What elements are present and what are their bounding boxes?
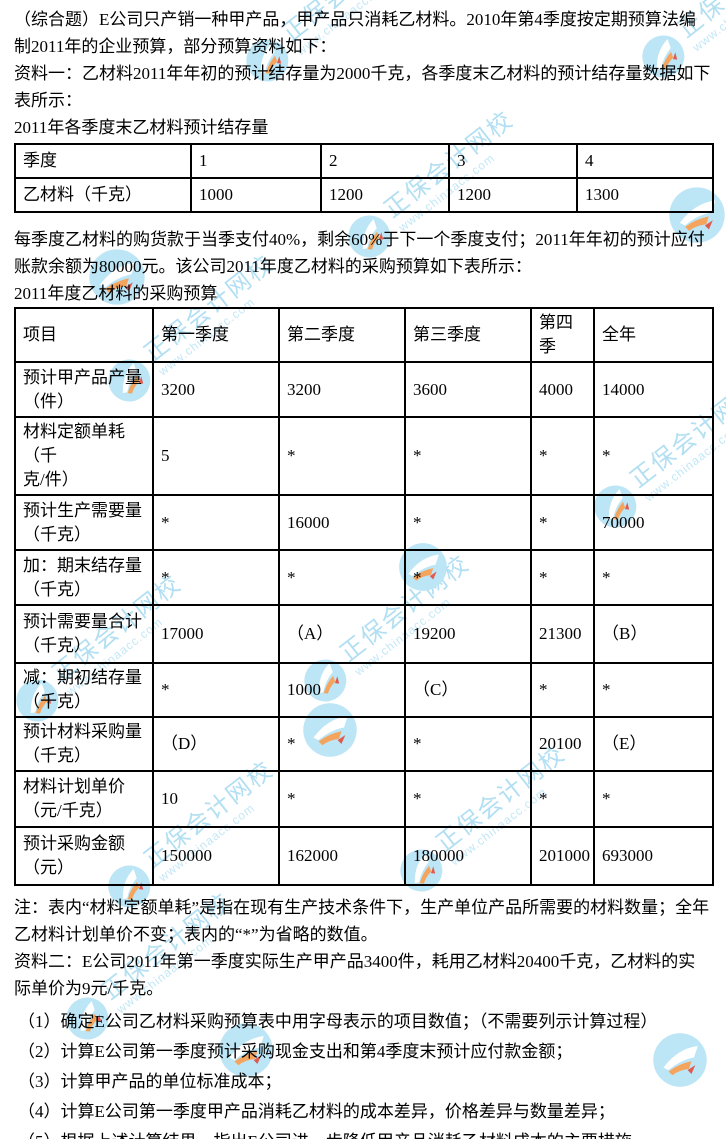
cell: * — [530, 416, 595, 496]
cell: * — [530, 770, 595, 828]
cell: 21300 — [530, 604, 595, 664]
cell: * — [593, 416, 714, 496]
cell: 180000 — [404, 826, 532, 886]
cell: 19200 — [404, 604, 532, 664]
cell: 70000 — [593, 494, 714, 551]
cell: 3600 — [404, 361, 532, 418]
inventory-row-label: 乙材料（千克） — [14, 177, 192, 213]
row-label: 材料计划单价 （元/千克） — [14, 770, 154, 828]
cell: 201000 — [530, 826, 595, 886]
cell: 3200 — [152, 361, 280, 418]
row-label: 预计甲产品产量 （件） — [14, 361, 154, 418]
intro-paragraph: （综合题）E公司只产销一种甲产品，甲产品只消耗乙材料。2010年第4季度按定期预… — [14, 10, 696, 56]
cell: 5 — [152, 416, 280, 496]
material-one-paragraph: 资料一：乙材料2011年年初的预计结存量为2000千克，各季度末乙材料的预计结存… — [14, 64, 711, 110]
row-label: 预计材料采购量 （千克） — [14, 716, 154, 772]
question-5: （5）根据上述计算结果，指出E公司进一步降低甲产品消耗乙材料成本的主要措施。 — [14, 1128, 712, 1139]
table-row: 乙材料（千克） 1000 1200 1200 1300 — [14, 177, 714, 213]
cell: 14000 — [593, 361, 714, 418]
table-row: 加：期末结存量 （千克） * * * * * — [14, 549, 714, 606]
budget-header-q1: 第一季度 — [152, 307, 280, 363]
row-label: 减：期初结存量 （千克） — [14, 662, 154, 718]
cell: 3200 — [278, 361, 406, 418]
cell: 16000 — [278, 494, 406, 551]
cell: （D） — [152, 716, 280, 772]
cell: 17000 — [152, 604, 280, 664]
cell: * — [530, 662, 595, 718]
inventory-header-q3: 3 — [448, 143, 578, 179]
cell: * — [593, 662, 714, 718]
cell: 4000 — [530, 361, 595, 418]
material-two-paragraph: 资料二：E公司2011年第一季度实际生产甲产品3400件，耗用乙材料20400千… — [14, 952, 696, 998]
cell: * — [278, 770, 406, 828]
cell: 1000 — [278, 662, 406, 718]
purchase-budget-table: 项目 第一季度 第二季度 第三季度 第四季 全年 预计甲产品产量 （件） 320… — [14, 307, 714, 886]
inventory-header-q2: 2 — [320, 143, 450, 179]
cell: * — [404, 494, 532, 551]
table-header-row: 项目 第一季度 第二季度 第三季度 第四季 全年 — [14, 307, 714, 363]
inventory-value-q3: 1200 — [448, 177, 578, 213]
cell: * — [152, 662, 280, 718]
cell: * — [404, 549, 532, 606]
table-row: 预计采购金额 （元） 150000 162000 180000 201000 6… — [14, 826, 714, 886]
row-label: 预计采购金额 （元） — [14, 826, 154, 886]
inventory-table-title: 2011年各季度末乙材料预计结存量 — [14, 118, 269, 137]
row-label: 加：期末结存量 （千克） — [14, 549, 154, 606]
table-row: 预计甲产品产量 （件） 3200 3200 3600 4000 14000 — [14, 361, 714, 418]
inventory-header-q4: 4 — [576, 143, 714, 179]
budget-header-q3: 第三季度 — [404, 307, 532, 363]
budget-header-q4: 第四季 — [530, 307, 595, 363]
cell: 10 — [152, 770, 280, 828]
budget-header-q2: 第二季度 — [278, 307, 406, 363]
cell: （A） — [278, 604, 406, 664]
table-row: 减：期初结存量 （千克） * 1000 （C） * * — [14, 662, 714, 718]
table-row: 预计材料采购量 （千克） （D） * * 20100 （E） — [14, 716, 714, 772]
cell: 20100 — [530, 716, 595, 772]
cell: * — [593, 770, 714, 828]
table-row: 材料定额单耗（千 克/件） 5 * * * * — [14, 416, 714, 496]
row-label: 材料定额单耗（千 克/件） — [14, 416, 154, 496]
inventory-header-q1: 1 — [190, 143, 322, 179]
cell: * — [530, 549, 595, 606]
budget-header-year: 全年 — [593, 307, 714, 363]
question-4: （4）计算E公司第一季度甲产品消耗乙材料的成本差异，价格差异与数量差异； — [18, 1102, 615, 1121]
cell: 693000 — [593, 826, 714, 886]
inventory-value-q1: 1000 — [190, 177, 322, 213]
cell: 162000 — [278, 826, 406, 886]
cell: * — [278, 549, 406, 606]
cell: * — [530, 494, 595, 551]
budget-header-item: 项目 — [14, 307, 154, 363]
cell: （E） — [593, 716, 714, 772]
cell: * — [593, 549, 714, 606]
cell: * — [278, 416, 406, 496]
row-label: 预计生产需要量 （千克） — [14, 494, 154, 551]
cell: 150000 — [152, 826, 280, 886]
table-row: 季度 1 2 3 4 — [14, 143, 714, 179]
note-paragraph: 注：表内“材料定额单耗”是指在现有生产技术条件下，生产单位产品所需要的材料数量；… — [14, 898, 710, 944]
cell: * — [278, 716, 406, 772]
quarter-end-inventory-table: 季度 1 2 3 4 乙材料（千克） 1000 1200 1200 1300 — [14, 143, 714, 213]
cell: （B） — [593, 604, 714, 664]
inventory-header-quarter: 季度 — [14, 143, 192, 179]
table-row: 预计需要量合计 （千克） 17000 （A） 19200 21300 （B） — [14, 604, 714, 664]
inventory-value-q4: 1300 — [576, 177, 714, 213]
table-row: 预计生产需要量 （千克） * 16000 * * 70000 — [14, 494, 714, 551]
question-1: （1）确定E公司乙材料采购预算表中用字母表示的项目数值；（不需要列示计算过程） — [18, 1012, 658, 1031]
payment-terms-paragraph: 每季度乙材料的购货款于当季支付40%，剩余60%于下一个季度支付；2011年年初… — [14, 230, 705, 276]
question-3: （3）计算甲产品的单位标准成本； — [18, 1072, 282, 1091]
cell: （C） — [404, 662, 532, 718]
inventory-value-q2: 1200 — [320, 177, 450, 213]
cell: * — [404, 770, 532, 828]
cell: * — [152, 549, 280, 606]
cell: * — [152, 494, 280, 551]
budget-table-title: 2011年度乙材料的采购预算 — [14, 284, 218, 303]
cell: * — [404, 416, 532, 496]
question-2: （2）计算E公司第一季度预计采购现金支出和第4季度末预计应付款金额； — [18, 1042, 573, 1061]
table-row: 材料计划单价 （元/千克） 10 * * * * — [14, 770, 714, 828]
cell: * — [404, 716, 532, 772]
row-label: 预计需要量合计 （千克） — [14, 604, 154, 664]
